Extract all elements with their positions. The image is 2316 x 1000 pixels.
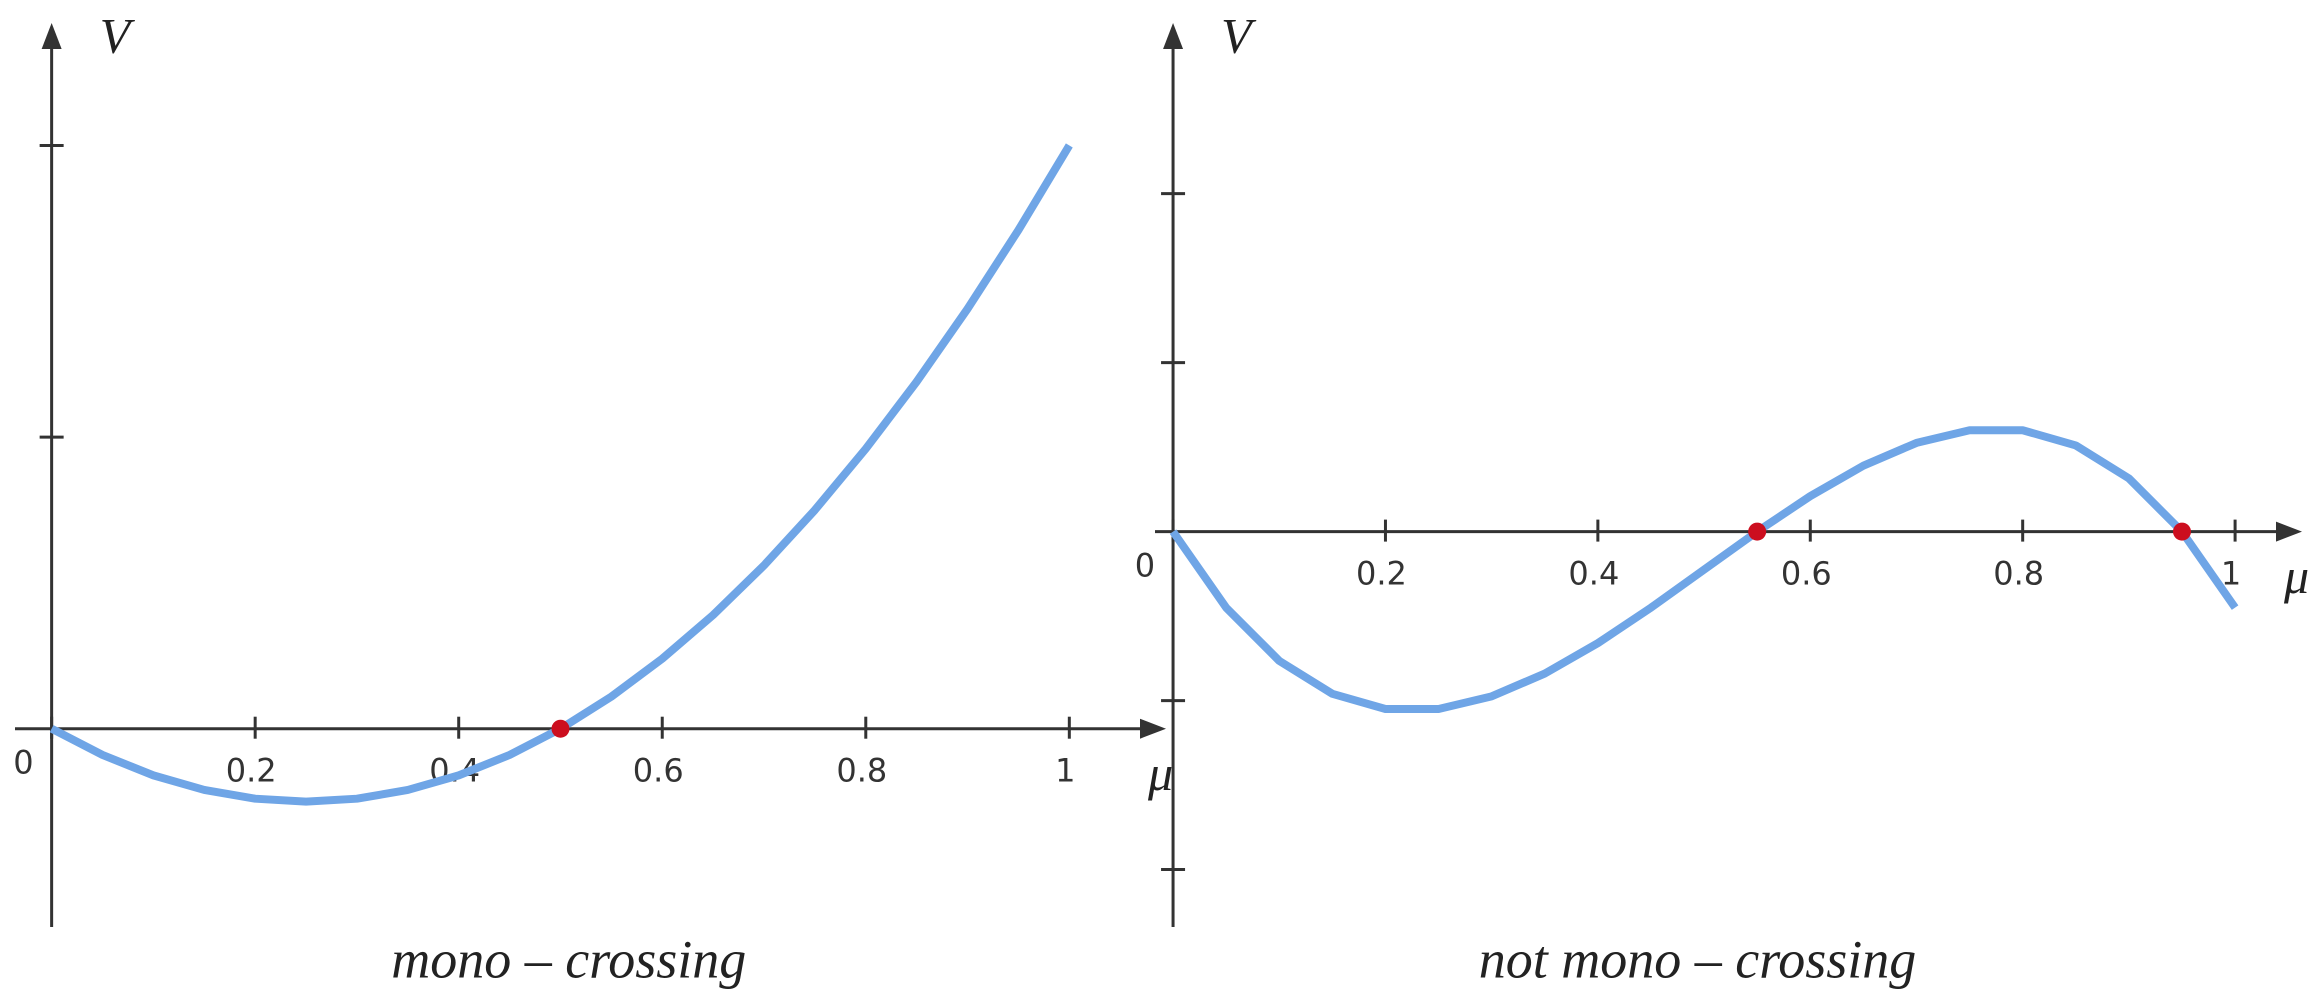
x-tick-label: 0.8 [836, 752, 887, 790]
y-axis-label: V [1221, 7, 1257, 63]
x-tick-label: 0.2 [1356, 555, 1407, 593]
x-tick-label: 1 [2221, 555, 2241, 593]
caption: mono – crossing [391, 929, 746, 989]
crossing-point [551, 719, 570, 738]
y-axis-label: V [100, 7, 136, 63]
x-tick-label: 0.8 [1993, 555, 2044, 593]
x-tick-label: 0 [1135, 547, 1155, 585]
x-tick-label: 0.6 [633, 752, 684, 790]
y-axis-arrow [41, 23, 62, 49]
crossing-point [1748, 522, 1767, 541]
x-axis-arrow [1140, 718, 1166, 739]
y-axis-arrow [1163, 23, 1184, 49]
x-axis-label: μ [2283, 548, 2309, 604]
crossing-point [2172, 522, 2191, 541]
x-axis-arrow [2276, 521, 2302, 542]
caption: not mono – crossing [1479, 929, 1917, 989]
x-tick-label: 0.2 [226, 752, 277, 790]
x-tick-label: 1 [1055, 752, 1075, 790]
curve [49, 143, 1073, 806]
x-axis-label: μ [1147, 745, 1173, 801]
x-tick-label: 0.6 [1781, 555, 1832, 593]
x-tick-label: 0 [13, 744, 33, 782]
curve [1169, 426, 2239, 714]
x-tick-label: 0.4 [1568, 555, 1619, 593]
